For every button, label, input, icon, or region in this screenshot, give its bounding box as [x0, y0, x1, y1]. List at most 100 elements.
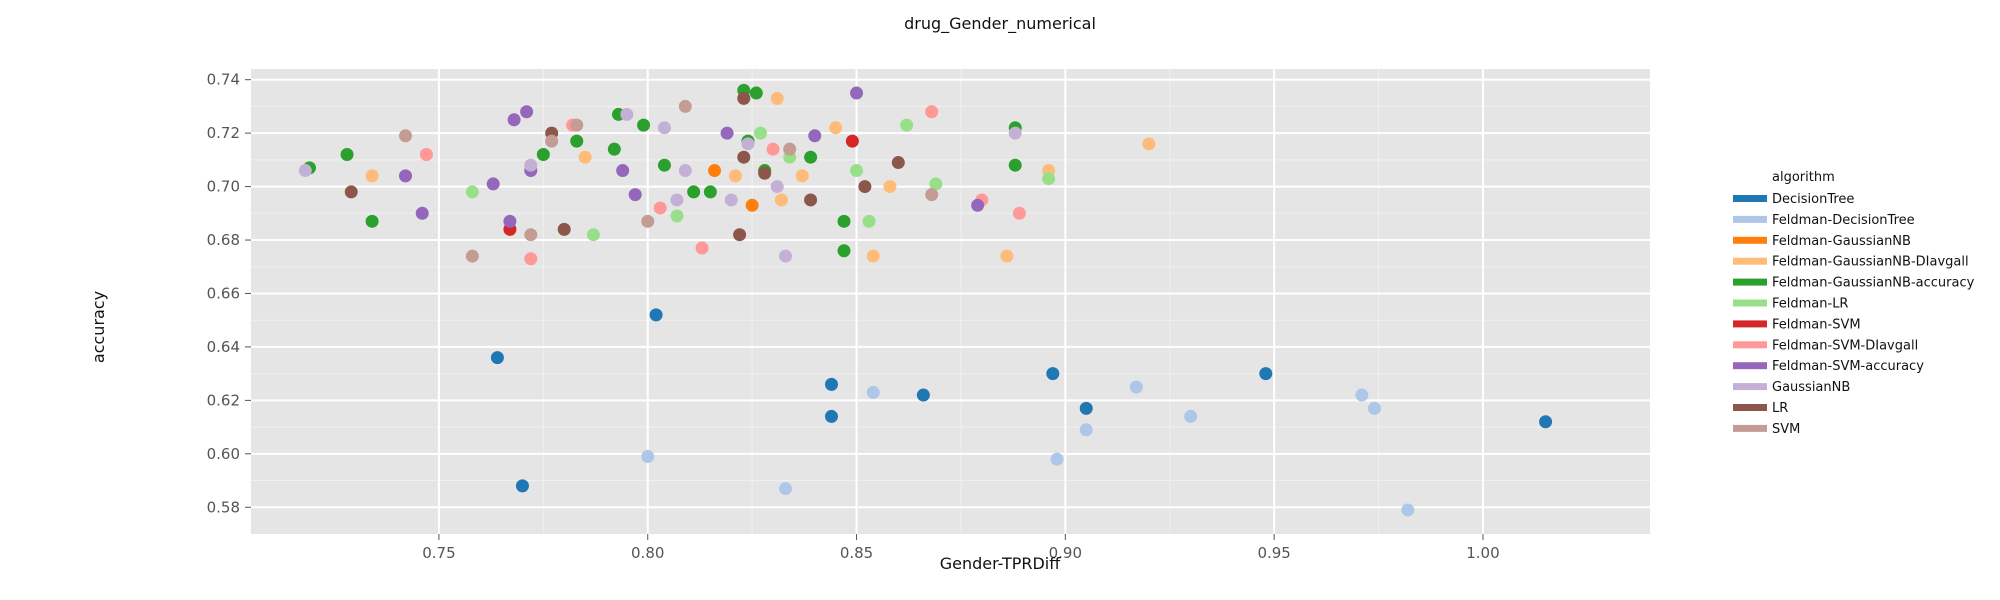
- data-point-feldman-gaussiannb-accuracy: [804, 150, 818, 164]
- data-point-feldman-gaussiannb-diavgall: [774, 193, 788, 207]
- data-point-decisiontree: [824, 409, 838, 423]
- legend-swatch: [1733, 424, 1767, 432]
- data-point-feldman-svm-diavgall: [766, 142, 780, 156]
- data-point-feldman-gaussiannb-diavgall: [728, 169, 742, 183]
- plot-background: [251, 69, 1650, 534]
- data-point-feldman-gaussiannb-diavgall: [866, 249, 880, 263]
- data-point-feldman-decisiontree: [1367, 401, 1381, 415]
- data-point-feldman-lr: [929, 177, 943, 191]
- data-point-gaussiannb: [779, 249, 793, 263]
- data-point-decisiontree: [649, 308, 663, 322]
- data-point-gaussiannb: [741, 137, 755, 151]
- legend-swatch: [1733, 257, 1767, 265]
- data-point-gaussiannb: [678, 164, 692, 178]
- x-tick-label: 0.80: [631, 544, 664, 562]
- legend-entry-label: GaussianNB: [1772, 380, 1850, 395]
- data-point-feldman-lr: [900, 118, 914, 132]
- data-point-feldman-svm-accuracy: [971, 198, 985, 212]
- data-point-feldman-gaussiannb-accuracy: [703, 185, 717, 199]
- legend-entry-label: Feldman-LR: [1772, 297, 1848, 312]
- y-tick-label: 0.64: [207, 338, 240, 356]
- legend-swatch: [1733, 278, 1767, 286]
- legend-entry-label: DecisionTree: [1772, 192, 1854, 207]
- data-point-feldman-decisiontree: [1079, 423, 1093, 437]
- data-point-lr: [758, 166, 772, 180]
- legend: algorithm DecisionTree Feldman-DecisionTr…: [1733, 170, 1975, 437]
- data-point-lr: [557, 222, 571, 236]
- y-tick-label: 0.62: [207, 391, 240, 409]
- data-points: [298, 83, 1553, 517]
- data-point-feldman-decisiontree: [866, 385, 880, 399]
- data-point-decisiontree: [1539, 415, 1553, 429]
- data-point-feldman-gaussiannb-accuracy: [1008, 158, 1022, 172]
- legend-entry-label: Feldman-GaussianNB-accuracy: [1772, 276, 1975, 291]
- data-point-feldman-gaussiannb-diavgall: [829, 121, 843, 135]
- x-tick-label: 0.85: [840, 544, 873, 562]
- data-point-feldman-svm-accuracy: [808, 129, 822, 143]
- data-point-feldman-svm-accuracy: [628, 188, 642, 202]
- data-point-feldman-gaussiannb-accuracy: [607, 142, 621, 156]
- data-point-feldman-svm-diavgall: [925, 105, 939, 119]
- data-point-feldman-svm-accuracy: [503, 214, 517, 228]
- legend-entry-label: Feldman-DecisionTree: [1772, 213, 1915, 228]
- data-point-feldman-gaussiannb-accuracy: [365, 214, 379, 228]
- legend-entry-label: LR: [1772, 401, 1788, 416]
- legend-swatch: [1733, 362, 1767, 370]
- grid-lines: [251, 69, 1650, 534]
- data-point-feldman-gaussiannb: [745, 198, 759, 212]
- data-point-lr: [737, 91, 751, 105]
- legend-swatch: [1733, 236, 1767, 244]
- data-point-decisiontree: [490, 351, 504, 365]
- data-point-feldman-svm-diavgall: [1012, 206, 1026, 220]
- data-point-feldman-decisiontree: [1184, 409, 1198, 423]
- data-point-feldman-gaussiannb-diavgall: [883, 180, 897, 194]
- data-point-feldman-svm-accuracy: [507, 113, 521, 127]
- data-point-feldman-gaussiannb-diavgall: [1000, 249, 1014, 263]
- legend-swatch: [1733, 215, 1767, 223]
- data-point-svm: [925, 188, 939, 202]
- legend-swatch: [1733, 341, 1767, 349]
- data-point-feldman-svm-accuracy: [415, 206, 429, 220]
- chart-title: drug_Gender_numerical: [904, 14, 1096, 34]
- data-point-feldman-lr: [1042, 172, 1056, 186]
- data-point-svm: [783, 142, 797, 156]
- legend-entry-label: Feldman-SVM-DIavgall: [1772, 338, 1918, 353]
- legend-entry-label: SVM: [1772, 422, 1800, 437]
- x-tick-label: 0.95: [1257, 544, 1290, 562]
- y-tick-label: 0.68: [207, 231, 240, 249]
- x-tick-label: 0.75: [422, 544, 455, 562]
- data-point-feldman-gaussiannb-accuracy: [749, 86, 763, 100]
- y-tick-label: 0.70: [207, 178, 240, 196]
- y-tick-label: 0.74: [207, 71, 240, 89]
- legend-entry-label: Feldman-SVM: [1772, 317, 1861, 332]
- data-point-svm: [641, 214, 655, 228]
- data-point-lr: [891, 156, 905, 170]
- data-point-feldman-svm-accuracy: [616, 164, 630, 178]
- x-tick-label: 1.00: [1466, 544, 1499, 562]
- data-point-gaussiannb: [657, 121, 671, 135]
- data-point-feldman-gaussiannb-accuracy: [536, 148, 550, 162]
- data-point-gaussiannb: [724, 193, 738, 207]
- data-point-decisiontree: [1259, 367, 1273, 381]
- data-point-svm: [570, 118, 584, 132]
- legend-swatch: [1733, 299, 1767, 307]
- data-point-lr: [858, 180, 872, 194]
- data-point-feldman-decisiontree: [1129, 380, 1143, 394]
- data-point-feldman-svm-diavgall: [419, 148, 433, 162]
- legend-title: algorithm: [1772, 170, 1835, 185]
- legend-swatch: [1733, 404, 1767, 411]
- data-point-feldman-svm-accuracy: [720, 126, 734, 140]
- data-point-feldman-gaussiannb-diavgall: [578, 150, 592, 164]
- data-point-decisiontree: [1046, 367, 1060, 381]
- data-point-feldman-decisiontree: [1401, 503, 1415, 517]
- data-point-feldman-svm: [845, 134, 859, 148]
- data-point-feldman-lr: [586, 228, 600, 242]
- y-tick-label: 0.72: [207, 124, 240, 142]
- data-point-feldman-lr: [862, 214, 876, 228]
- data-point-feldman-svm-accuracy: [399, 169, 413, 183]
- data-point-svm: [399, 129, 413, 143]
- data-point-feldman-lr: [753, 126, 767, 140]
- x-axis-ticks: 0.75 0.80 0.85 0.90 0.95 1.00: [422, 534, 1500, 562]
- data-point-feldman-svm-accuracy: [520, 105, 534, 119]
